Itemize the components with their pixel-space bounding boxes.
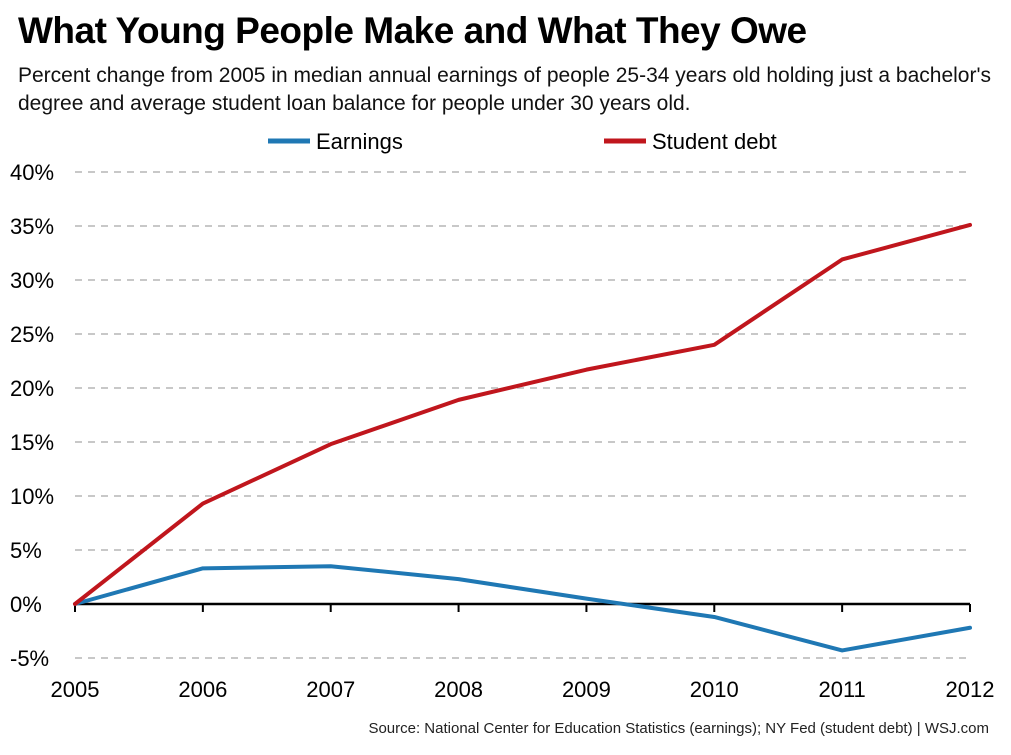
y-tick-label: 40% bbox=[10, 160, 54, 185]
series-lines bbox=[73, 222, 972, 653]
y-tick-label: 35% bbox=[10, 214, 54, 239]
x-tick-label: 2007 bbox=[306, 677, 355, 702]
earnings-line bbox=[73, 564, 972, 653]
x-tick-label: 2012 bbox=[946, 677, 995, 702]
source-note: Source: National Center for Education St… bbox=[368, 720, 989, 737]
x-tick-label: 2005 bbox=[51, 677, 100, 702]
x-tick-label: 2009 bbox=[562, 677, 611, 702]
y-tick-label: 0% bbox=[10, 592, 42, 617]
chart-subtitle: Percent change from 2005 in median annua… bbox=[18, 64, 991, 115]
x-tick-label: 2010 bbox=[690, 677, 739, 702]
y-tick-label: 15% bbox=[10, 430, 54, 455]
y-tick-label: 30% bbox=[10, 268, 54, 293]
x-axis-tick-labels: 2005 2006 2007 2008 2009 2010 2011 2012 bbox=[51, 677, 995, 702]
y-axis-tick-labels: -5% 0% 5% 10% 15% 20% 25% 30% 35% 40% bbox=[10, 160, 54, 671]
legend-label: Student debt bbox=[652, 129, 777, 154]
y-tick-label: -5% bbox=[10, 646, 49, 671]
legend: Earnings Student debt bbox=[268, 129, 777, 154]
y-tick-label: 10% bbox=[10, 484, 54, 509]
y-tick-label: 5% bbox=[10, 538, 42, 563]
legend-student-debt: Student debt bbox=[604, 129, 777, 154]
y-tick-label: 25% bbox=[10, 322, 54, 347]
chart-title: What Young People Make and What They Owe bbox=[18, 10, 807, 51]
x-tick-label: 2011 bbox=[818, 677, 865, 702]
axes bbox=[74, 602, 971, 612]
y-tick-label: 20% bbox=[10, 376, 54, 401]
legend-earnings: Earnings bbox=[268, 129, 403, 154]
x-tick-label: 2008 bbox=[434, 677, 483, 702]
gridlines bbox=[75, 171, 970, 659]
student-debt-line bbox=[73, 222, 972, 606]
legend-label: Earnings bbox=[316, 129, 403, 154]
x-tick-label: 2006 bbox=[178, 677, 227, 702]
